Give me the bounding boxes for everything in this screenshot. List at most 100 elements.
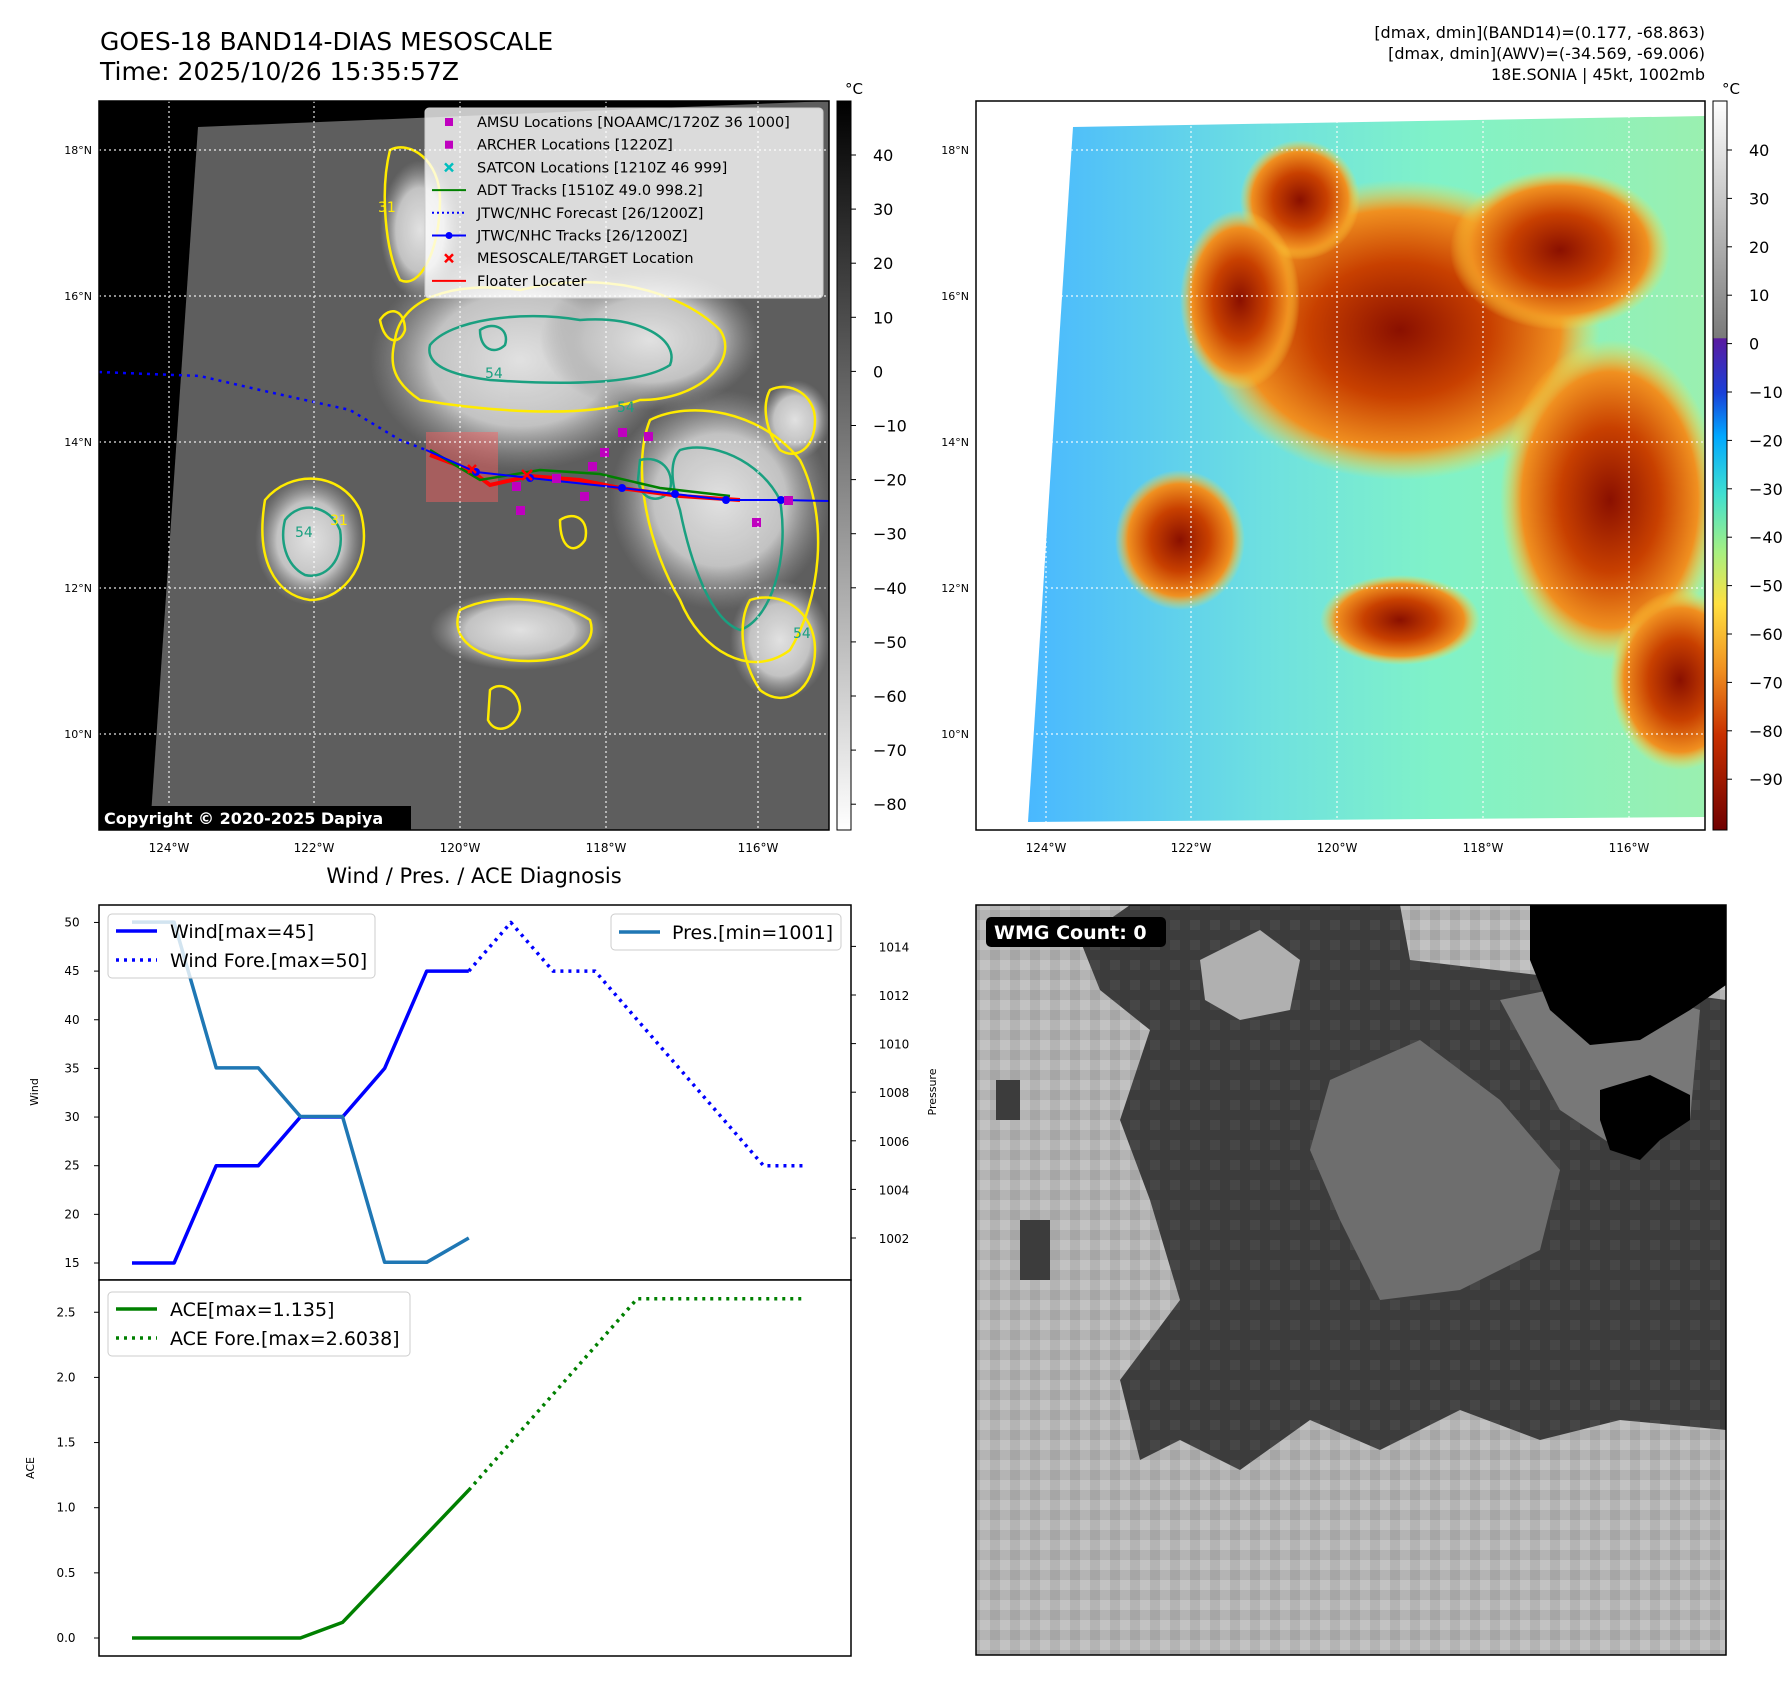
awv-map-frame bbox=[975, 100, 1706, 831]
ir-legend-label: ADT Tracks [1510Z 49.0 998.2] bbox=[477, 183, 703, 199]
awv-colorbar-ticks: 40 30 20 10 0 −10 −20 −30 −40 −50 −60 −70 −80 −90 bbox=[1727, 141, 1783, 789]
colorbar-tick-label: 20 bbox=[1749, 238, 1769, 257]
colorbar-tick-label: −50 bbox=[1749, 577, 1783, 596]
ace-tick-label: 1.0 bbox=[56, 1501, 75, 1515]
ir-legend-swatch bbox=[445, 140, 453, 149]
legend-dot-marker bbox=[445, 232, 453, 239]
colorbar-tick-label: −40 bbox=[873, 579, 907, 598]
ace-tick-label: 0.5 bbox=[56, 1566, 75, 1580]
figure-title-line1: GOES-18 BAND14-DIAS MESOSCALE bbox=[100, 27, 553, 56]
wind-tick-label: 50 bbox=[64, 915, 79, 929]
ir-colorbar-unit: °C bbox=[845, 80, 863, 98]
contour-label: 31 bbox=[330, 513, 348, 529]
ace-fore-legend-label: ACE Fore.[max=2.6038] bbox=[170, 1328, 400, 1350]
ir-legend-entry: JTWC/NHC Tracks [26/1200Z] bbox=[432, 229, 688, 245]
map-lon-label: 122°W bbox=[294, 841, 335, 855]
wind-tick-label: 45 bbox=[64, 964, 79, 978]
ace-legend-box bbox=[107, 1291, 411, 1357]
colorbar-tick-label: −30 bbox=[1749, 480, 1783, 499]
map-lon-label: 116°W bbox=[738, 841, 779, 855]
map-lon-label: 118°W bbox=[1463, 841, 1504, 855]
wind-legend-label: Wind[max=45] bbox=[170, 921, 314, 943]
ir-colorbar-ticks: 40 30 20 10 0 −10 −20 −30 −40 −50 −60 −70 −80 bbox=[851, 146, 907, 814]
colorbar-tick-label: 10 bbox=[1749, 286, 1769, 305]
awv-colorbar bbox=[1712, 100, 1728, 831]
map-lat-label: 18°N bbox=[941, 144, 969, 157]
contour-label: 31 bbox=[378, 200, 396, 216]
ir-legend-entry: SATCON Locations [1210Z 46 999] bbox=[444, 160, 727, 176]
map-lat-label: 14°N bbox=[941, 436, 969, 449]
wind-legend-box bbox=[107, 913, 376, 979]
colorbar-tick-label: −70 bbox=[873, 741, 907, 760]
ir-legend-label: SATCON Locations [1210Z 46 999] bbox=[477, 160, 727, 176]
ace-axis-label: ACE bbox=[24, 1457, 37, 1479]
stats-line2: [dmax, dmin](AWV)=(-34.569, -69.006) bbox=[1388, 44, 1705, 63]
stats-line3: 18E.SONIA | 45kt, 1002mb bbox=[1491, 65, 1705, 84]
contour-label: 54 bbox=[485, 366, 503, 382]
wmg-black-region-top bbox=[1530, 905, 1726, 1045]
ir-legend-entry: Floater Locater bbox=[432, 274, 586, 290]
contour-label: 54 bbox=[793, 626, 811, 642]
wind-tick-label: 15 bbox=[64, 1256, 79, 1270]
colorbar-tick-label: −60 bbox=[873, 687, 907, 706]
copyright-badge: Copyright © 2020-2025 Dapiya bbox=[99, 806, 411, 830]
map-lon-label: 122°W bbox=[1171, 841, 1212, 855]
colorbar-tick-label: 40 bbox=[873, 146, 893, 165]
ir-legend-label: MESOSCALE/TARGET Location bbox=[477, 251, 694, 267]
map-lon-label: 124°W bbox=[149, 841, 190, 855]
ace-series bbox=[132, 1488, 471, 1640]
ir-contour-labels: 31 54 54 54 31 54 bbox=[295, 200, 811, 642]
ir-legend-entry: AMSU Locations [NOAAMC/1720Z 36 1000] bbox=[445, 115, 790, 131]
colorbar-tick-label: −80 bbox=[873, 795, 907, 814]
mesoscale-target-markers bbox=[467, 464, 533, 481]
wmg-mid-region bbox=[1310, 1040, 1560, 1300]
ir-legend-label: JTWC/NHC Forecast [26/1200Z] bbox=[476, 206, 703, 222]
ir-legend-entry: JTWC/NHC Forecast [26/1200Z] bbox=[432, 206, 703, 222]
wind-fore-legend-label: Wind Fore.[max=50] bbox=[170, 950, 367, 972]
contour-label: 54 bbox=[295, 525, 313, 541]
figure-title-line2: Time: 2025/10/26 15:35:57Z bbox=[99, 57, 459, 86]
ir-legend-entry: MESOSCALE/TARGET Location bbox=[444, 251, 694, 267]
map-lon-label: 120°W bbox=[440, 841, 481, 855]
wmg-light-patch bbox=[1200, 930, 1300, 1020]
map-lon-label: 120°W bbox=[1317, 841, 1358, 855]
ace-tick-label: 2.0 bbox=[56, 1370, 75, 1384]
wmg-dark-block bbox=[1020, 1220, 1050, 1280]
map-lat-label: 16°N bbox=[64, 290, 92, 303]
wind-tick-label: 35 bbox=[64, 1061, 79, 1075]
awv-cloud-field bbox=[1115, 140, 1705, 770]
pressure-legend-label: Pres.[min=1001] bbox=[672, 922, 833, 944]
colorbar-tick-label: −10 bbox=[1749, 383, 1783, 402]
copyright-text: Copyright © 2020-2025 Dapiya bbox=[104, 809, 383, 828]
pressure-tick-label: 1002 bbox=[879, 1232, 910, 1246]
map-lon-label: 124°W bbox=[1026, 841, 1067, 855]
map-lat-label: 10°N bbox=[941, 728, 969, 741]
pressure-axis-label: Pressure bbox=[926, 1068, 939, 1115]
map-lon-label: 116°W bbox=[1609, 841, 1650, 855]
ir-legend-swatch bbox=[444, 162, 454, 173]
ir-legend-box bbox=[424, 107, 824, 299]
pressure-tick-label: 1008 bbox=[879, 1086, 910, 1100]
wmg-black-region-small bbox=[1600, 1075, 1690, 1160]
wmg-label-background bbox=[986, 917, 1166, 947]
pressure-legend: Pres.[min=1001] bbox=[610, 913, 842, 951]
ace-tick-label: 1.5 bbox=[56, 1436, 75, 1450]
adt-track bbox=[429, 448, 731, 498]
ir-legend: AMSU Locations [NOAAMC/1720Z 36 1000] ARC… bbox=[424, 107, 824, 299]
pressure-tick-label: 1004 bbox=[879, 1183, 910, 1197]
colorbar-tick-label: −40 bbox=[1749, 528, 1783, 547]
ir-legend-label: JTWC/NHC Tracks [26/1200Z] bbox=[476, 229, 688, 245]
wmg-panel: WMG Count: 0 bbox=[975, 904, 1727, 1656]
wind-tick-label: 20 bbox=[64, 1207, 79, 1221]
colorbar-tick-label: 20 bbox=[873, 254, 893, 273]
colorbar-tick-label: −90 bbox=[1749, 770, 1783, 789]
wmg-frame bbox=[975, 904, 1727, 1656]
awv-map-panel: °C 40 30 20 10 0 −10 −20 −30 −40 −50 −60 −70 −80 −90 bbox=[975, 80, 1783, 831]
diagnosis-ticks: 50 45 40 35 30 25 20 15 1014 1012 1010 1008 1006 1004… bbox=[56, 915, 909, 1645]
awv-gridlines bbox=[976, 101, 1705, 830]
ir-legend-entry: ADT Tracks [1510Z 49.0 998.2] bbox=[432, 183, 703, 199]
colorbar-tick-label: −80 bbox=[1749, 722, 1783, 741]
ir-legend-swatch bbox=[444, 253, 454, 264]
map-lat-label: 14°N bbox=[64, 436, 92, 449]
